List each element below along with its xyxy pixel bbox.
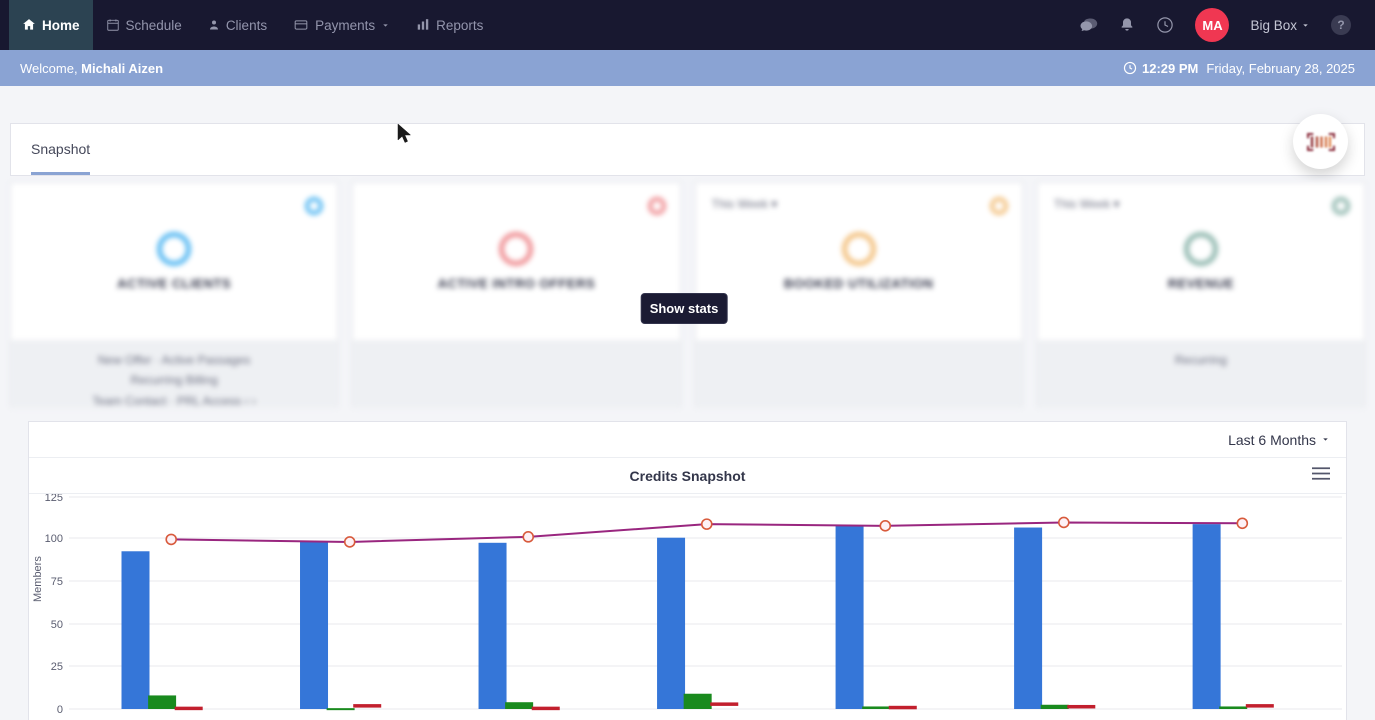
svg-text:125: 125 (45, 494, 63, 504)
svg-text:50: 50 (51, 619, 63, 631)
svg-text:0: 0 (57, 704, 63, 716)
svg-text:100: 100 (45, 533, 63, 545)
svg-text:25: 25 (51, 661, 63, 673)
svg-text:Members: Members (32, 556, 44, 602)
svg-text:75: 75 (51, 576, 63, 588)
